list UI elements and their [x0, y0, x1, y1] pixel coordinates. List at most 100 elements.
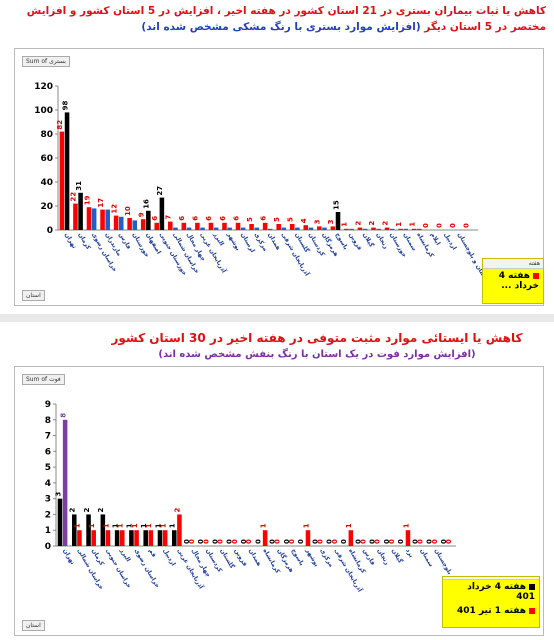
y-tick-label: 40: [40, 178, 53, 188]
bar: [262, 222, 268, 230]
bar: [129, 530, 134, 546]
x-tick-label: البرز: [212, 231, 226, 247]
field-label-button[interactable]: Sum of فوت: [22, 374, 65, 385]
bar: [305, 530, 311, 546]
bar: [62, 419, 68, 546]
data-label: 0: [211, 539, 219, 544]
bar: [384, 227, 390, 230]
bar: [357, 227, 363, 230]
bar: [86, 514, 91, 546]
legend-item-week1: هفته 4 خرداد ...: [498, 271, 539, 291]
bar: [240, 227, 246, 230]
data-label: 22: [70, 192, 78, 202]
bar: [362, 228, 368, 230]
bar: [281, 227, 287, 230]
bar: [57, 498, 63, 546]
data-label: 1: [126, 523, 134, 528]
data-label: 6: [232, 216, 240, 221]
bar: [100, 514, 106, 546]
bar: [417, 228, 422, 230]
data-label: 1: [345, 523, 353, 528]
axis-filter-button[interactable]: استان: [22, 620, 45, 631]
bar: [78, 192, 83, 230]
x-tick-label: تهران: [63, 232, 78, 250]
bar: [143, 530, 148, 546]
bar: [335, 212, 341, 230]
data-label: 0: [426, 539, 434, 544]
bar: [330, 226, 336, 230]
data-label: 2: [381, 221, 389, 226]
data-label: 0: [374, 539, 382, 544]
bar: [403, 228, 409, 230]
y-tick-label: 6: [45, 447, 51, 457]
y-tick-label: 4: [45, 479, 51, 489]
data-label: 1: [74, 523, 82, 528]
data-label: 2: [83, 507, 91, 512]
data-label: 0: [445, 539, 453, 544]
bar: [411, 228, 417, 230]
bar: [303, 225, 309, 230]
bar: [162, 530, 168, 546]
data-label: 1: [117, 523, 125, 528]
legend-swatch-black: [529, 583, 535, 590]
data-label: 0: [449, 223, 457, 228]
chart-title-line2-a: مختصر در 5 استان دیگر: [420, 21, 546, 33]
bar: [295, 227, 300, 230]
x-tick-label: مرکزی: [319, 548, 335, 569]
data-label: 82: [56, 120, 64, 130]
x-tick-label: قم: [147, 548, 157, 559]
data-label: 0: [422, 223, 430, 228]
data-label: 0: [226, 539, 234, 544]
data-label: 1: [88, 523, 96, 528]
axis-filter-button[interactable]: استان: [22, 290, 45, 301]
bar: [254, 227, 259, 230]
data-label: 2: [354, 221, 362, 226]
data-label: 0: [463, 223, 471, 228]
x-tick-label: اردبیل: [161, 548, 176, 568]
data-label: 0: [354, 539, 362, 544]
legend-header[interactable]: [443, 577, 539, 580]
bar: [105, 209, 110, 230]
data-label: 0: [245, 539, 253, 544]
bar: [113, 215, 119, 230]
data-label: 1: [145, 523, 153, 528]
data-label: 6: [192, 216, 200, 221]
bar: [322, 227, 327, 230]
legend-header[interactable]: هفته: [483, 259, 543, 269]
x-tick-label: اردبیل: [442, 232, 457, 252]
data-label: 0: [274, 539, 282, 544]
data-label: 98: [61, 101, 69, 111]
data-label: 0: [231, 539, 239, 544]
data-label: 2: [174, 507, 182, 512]
data-label: 2: [368, 221, 376, 226]
bar: [172, 530, 177, 546]
bar: [195, 222, 200, 230]
bar: [389, 228, 395, 230]
data-label: 0: [417, 539, 425, 544]
bar: [398, 228, 403, 230]
data-label: 0: [331, 539, 339, 544]
bar: [157, 530, 163, 546]
data-label: 10: [124, 206, 132, 216]
data-label: 0: [240, 539, 248, 544]
bar: [371, 227, 376, 230]
data-label: 1: [154, 523, 162, 528]
bar: [235, 222, 241, 230]
data-label: 27: [156, 186, 164, 196]
bar: [154, 222, 160, 230]
legend-item-week1: هفته 4 خرداد 401: [467, 582, 535, 602]
chart-title-line1: کاهش یا ایستائی موارد مثبت متوفی در هفته…: [111, 331, 523, 345]
y-tick-label: 8: [45, 416, 51, 426]
y-tick-label: 5: [45, 463, 51, 473]
data-label: 1: [395, 222, 403, 227]
x-tick-label: سمنان: [419, 548, 435, 569]
field-label-button[interactable]: Sum of بستری: [22, 56, 70, 67]
data-label: 1: [259, 523, 267, 528]
data-label: 5: [246, 217, 254, 222]
bar: [262, 530, 268, 546]
x-tick-label: یزد: [404, 548, 415, 559]
bar: [208, 222, 214, 230]
bar: [308, 227, 314, 230]
data-label: 1: [140, 523, 148, 528]
y-tick-label: 100: [34, 106, 53, 116]
